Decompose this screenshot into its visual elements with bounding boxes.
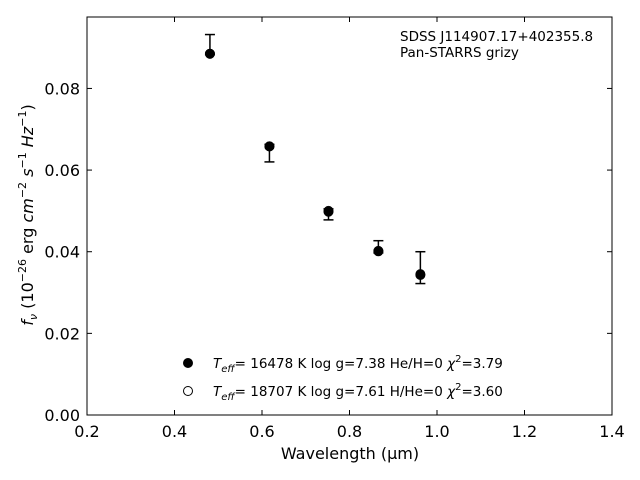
y-tick-label: 0.08: [44, 79, 80, 98]
y-axis-label: fν (10−26 erg cm−2 s−1 Hz−1): [16, 104, 40, 325]
y-tick-label: 0.06: [44, 161, 80, 180]
legend-entry-0: Teff= 16478 K log g=7.38 He/H=0 χ2=3.79: [213, 354, 503, 375]
model-point-filled: [264, 141, 275, 152]
y-tick-label: 0.02: [44, 324, 80, 343]
y-ticks: 0.00 0.02 0.04 0.06 0.08: [44, 79, 612, 425]
x-tick-label: 0.2: [74, 422, 99, 441]
x-tick-label: 1.2: [512, 422, 537, 441]
legend: Teff= 16478 K log g=7.38 He/H=0 χ2=3.79 T…: [183, 354, 503, 403]
annotation-object-name: SDSS J114907.17+402355.8: [400, 29, 593, 45]
model-point-filled: [415, 269, 426, 280]
x-tick-label: 0.4: [162, 422, 187, 441]
legend-entry-1: Teff= 18707 K log g=7.61 H/He=0 χ2=3.60: [213, 382, 503, 403]
x-ticks: 0.2 0.4 0.6 0.8 1.0 1.2 1.4: [74, 17, 625, 441]
data-marks: [204, 33, 426, 285]
x-tick-label: 0.6: [249, 422, 274, 441]
x-tick-label: 0.8: [337, 422, 362, 441]
legend-marker-open: [183, 386, 193, 396]
y-tick-label: 0.00: [44, 406, 80, 425]
model-point-filled: [373, 246, 384, 257]
model-point-filled: [204, 48, 215, 59]
x-axis-label: Wavelength (μm): [281, 444, 419, 463]
x-tick-label: 1.0: [424, 422, 449, 441]
legend-marker-filled: [183, 358, 193, 368]
y-tick-label: 0.04: [44, 243, 80, 262]
annotation-survey: Pan-STARRS grizy: [400, 45, 519, 61]
model-point-filled: [323, 206, 334, 217]
x-tick-label: 1.4: [599, 422, 624, 441]
